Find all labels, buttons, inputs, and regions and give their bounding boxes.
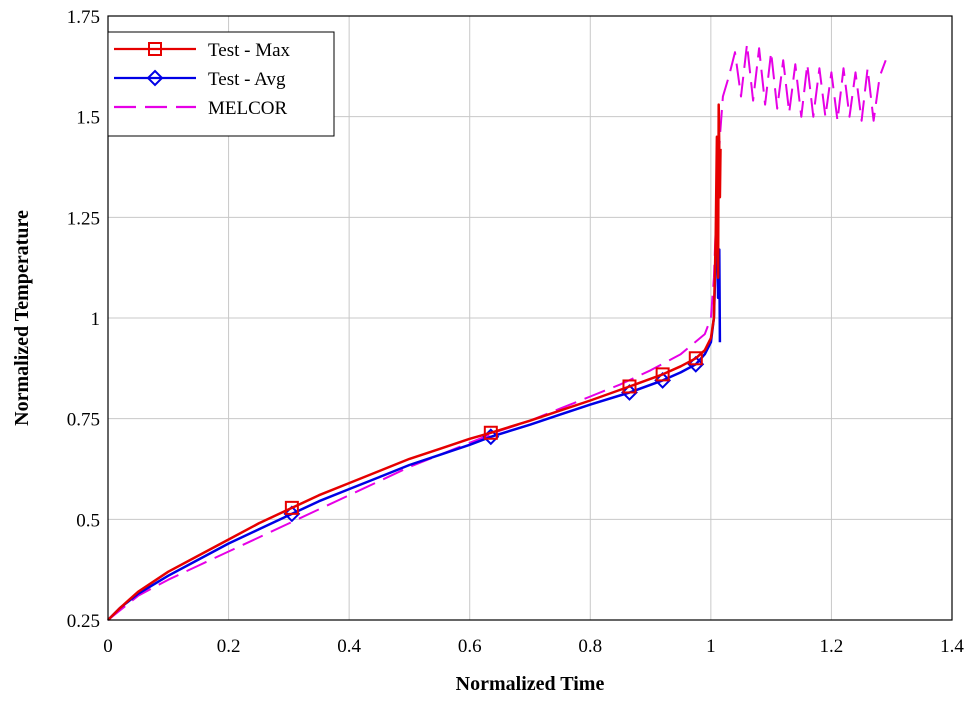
legend-entry: Test - Max (114, 40, 291, 61)
data-point (284, 500, 299, 515)
y-tick-label: 0.5 (76, 510, 100, 531)
x-tick-label: 0.2 (217, 636, 241, 657)
x-tick-label: 0.6 (458, 636, 482, 657)
x-axis-title: Normalized Time (456, 673, 605, 695)
series-test-avg (107, 195, 722, 621)
legend-entry: MELCOR (114, 98, 288, 119)
data-point (655, 367, 670, 382)
tick-labels: 0 0.2 0.4 0.6 0.8 1 1.2 1.4 0.25 0.5 0.75 1 1.25 1.5 1… (67, 7, 965, 657)
y-tick-label: 0.25 (67, 611, 100, 632)
data-point (483, 425, 498, 440)
legend: Test - Max Test - Avg MELCOR (107, 31, 335, 137)
series-line (107, 103, 722, 621)
y-tick-label: 1.75 (67, 7, 100, 28)
y-tick-label: 0.75 (67, 410, 100, 431)
legend-marker (146, 69, 164, 87)
legend-entries: Test - Max Test - Avg MELCOR (114, 40, 291, 119)
data-point (654, 371, 672, 389)
series-layer (107, 43, 887, 621)
x-tick-label: 0.4 (337, 636, 361, 657)
y-tick-label: 1 (91, 309, 101, 330)
data-point (688, 351, 703, 366)
y-tick-label: 1.5 (76, 108, 100, 129)
y-axis-title: Normalized Temperature (11, 210, 33, 426)
series-line (107, 43, 887, 621)
legend-entry: Test - Avg (114, 69, 286, 90)
x-tick-label: 0.8 (578, 636, 602, 657)
x-tick-label: 1.4 (940, 636, 964, 657)
series-melcor (107, 43, 887, 621)
plot-frame (107, 15, 953, 621)
y-tick-label: 1.25 (67, 208, 100, 229)
legend-marker (148, 42, 162, 56)
x-tick-label: 0 (103, 636, 113, 657)
series-test-max (107, 103, 722, 621)
legend-label: MELCOR (208, 98, 288, 119)
series-line (107, 195, 722, 621)
x-tick-label: 1 (706, 636, 716, 657)
data-point (622, 379, 637, 394)
legend-label: Test - Avg (208, 69, 286, 90)
data-point (283, 505, 301, 523)
legend-label: Test - Max (208, 40, 291, 61)
x-tick-label: 1.2 (820, 636, 844, 657)
data-point (621, 384, 638, 401)
